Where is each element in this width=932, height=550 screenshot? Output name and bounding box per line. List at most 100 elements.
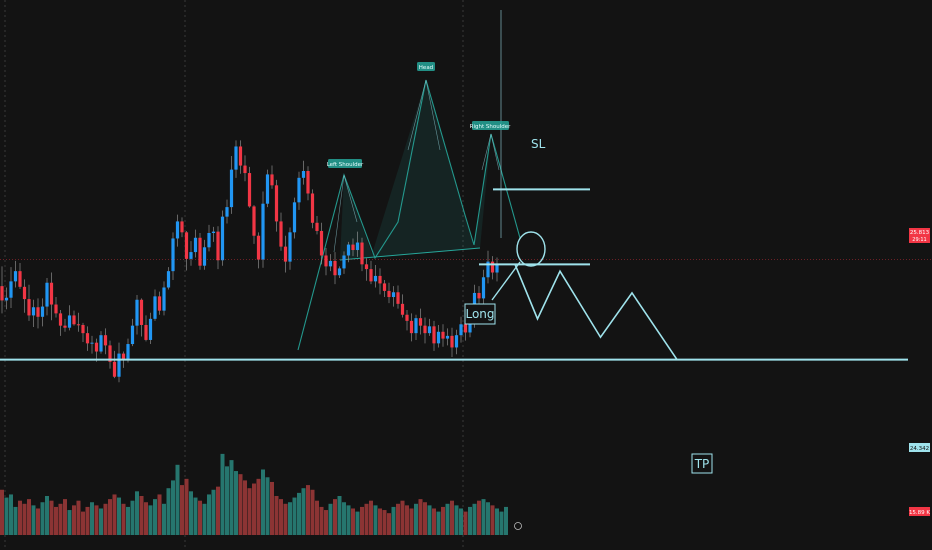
volume-bar [99, 508, 103, 535]
volume-bar [450, 500, 454, 535]
candle-body [454, 335, 459, 348]
volume-bar [166, 488, 171, 535]
volume-bar [40, 502, 45, 535]
candle-body [247, 173, 252, 207]
candle-body [328, 260, 333, 267]
candle-body [13, 271, 18, 282]
volume-bar [216, 486, 220, 535]
candle-body [369, 269, 373, 282]
volume-bar [144, 502, 148, 535]
left-shoulder-apex [333, 174, 358, 253]
stop-loss-label: SL [531, 137, 546, 151]
long-label: Long [464, 303, 496, 325]
candle-body [103, 335, 108, 346]
volume-bar [0, 489, 4, 535]
candle-body [441, 331, 445, 339]
pattern-fill [340, 80, 491, 260]
volume-bar [153, 499, 157, 535]
volume-bar [252, 483, 256, 535]
candle-body [490, 261, 495, 273]
candle-body [409, 320, 414, 334]
candle-body [22, 286, 27, 300]
candle-body [400, 303, 405, 315]
volume-bar [126, 506, 130, 535]
candle-body [9, 281, 13, 298]
replay-icon [514, 522, 522, 530]
volume-bar [387, 513, 391, 535]
candle-body [153, 296, 157, 319]
candle-body [162, 287, 166, 311]
volume-bar [355, 511, 360, 535]
volume-bar [49, 500, 54, 535]
take-profit-text: TP [694, 457, 710, 471]
candle-body [76, 324, 81, 326]
left-shoulder-label: Left Shoulder [327, 159, 364, 168]
volume-bar [369, 500, 373, 535]
candle-body [207, 233, 211, 248]
right-shoulder-apex [481, 133, 500, 171]
volume-bar [63, 499, 67, 535]
candle-body [238, 146, 243, 166]
volume-bar [175, 464, 180, 535]
volume-bar [202, 503, 207, 535]
candle-body [63, 325, 67, 328]
volume-bar [495, 508, 499, 535]
volume-bar [468, 506, 472, 535]
candle-body [121, 353, 126, 360]
volume-bar [472, 503, 477, 535]
volume-bar [27, 499, 31, 535]
volume-bar [499, 511, 504, 535]
volume-bar [414, 503, 418, 535]
volume-bar [171, 480, 175, 535]
candle-body [40, 306, 45, 317]
candle-body [216, 231, 220, 261]
volume-bar [157, 494, 162, 535]
volume-bar [423, 502, 427, 535]
candle-body [364, 264, 369, 270]
volume-bar [18, 500, 22, 535]
volume-bar [360, 506, 364, 535]
volume-bar [54, 506, 58, 535]
volume-bar [130, 500, 135, 535]
volume-bar [211, 489, 216, 535]
candle-body [130, 325, 135, 345]
candle-body [373, 275, 378, 282]
candle-body [477, 292, 481, 299]
volume-bar [346, 505, 351, 535]
volume-bar [288, 502, 292, 535]
volume-bar [445, 503, 450, 535]
volume-bar [459, 508, 463, 535]
volume-bar [333, 499, 337, 535]
candle-body [333, 260, 337, 276]
target-price-text: 24.342 [910, 446, 929, 452]
long-pointer [491, 261, 521, 301]
volume-bar [265, 477, 270, 535]
candle-body [481, 277, 486, 299]
volume-bar [139, 496, 144, 535]
candle-body [279, 221, 283, 247]
volume-bar [432, 508, 436, 535]
candle-body [270, 174, 274, 186]
volume-bar [310, 489, 315, 535]
candle-body [445, 335, 450, 339]
candle-body [265, 174, 270, 204]
volume-bars [0, 453, 508, 535]
head-apex [407, 79, 441, 151]
candle-body [436, 331, 441, 344]
volume-bar [76, 500, 81, 535]
candle-body [112, 361, 117, 377]
volume-bar [337, 496, 342, 535]
volume-bar [400, 500, 405, 535]
volume-bar [238, 474, 243, 535]
volume-bar [67, 510, 72, 535]
candle-body [459, 324, 463, 336]
volume-bar [373, 505, 378, 535]
volume-bar [391, 506, 396, 535]
candle-body [252, 206, 256, 236]
target-price-tag: 24.342 [909, 443, 930, 452]
volume-bar [328, 503, 333, 535]
volume-bar [301, 488, 306, 535]
volume-bar [315, 500, 319, 535]
